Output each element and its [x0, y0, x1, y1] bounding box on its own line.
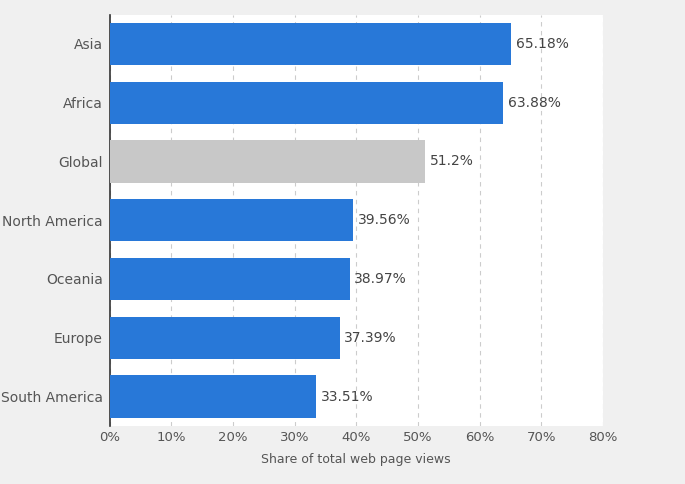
Text: 38.97%: 38.97%	[354, 272, 407, 286]
Text: 65.18%: 65.18%	[516, 37, 569, 51]
Text: 39.56%: 39.56%	[358, 213, 410, 227]
Bar	[110, 317, 340, 359]
Bar	[110, 23, 512, 65]
X-axis label: Share of total web page views: Share of total web page views	[262, 453, 451, 466]
Text: 37.39%: 37.39%	[345, 331, 397, 345]
Bar	[110, 376, 316, 418]
Text: 33.51%: 33.51%	[321, 390, 373, 404]
Bar	[110, 81, 503, 124]
Text: 63.88%: 63.88%	[508, 96, 560, 110]
Text: 51.2%: 51.2%	[429, 154, 473, 168]
Bar	[110, 199, 353, 242]
Bar	[110, 140, 425, 182]
Bar	[110, 258, 350, 300]
